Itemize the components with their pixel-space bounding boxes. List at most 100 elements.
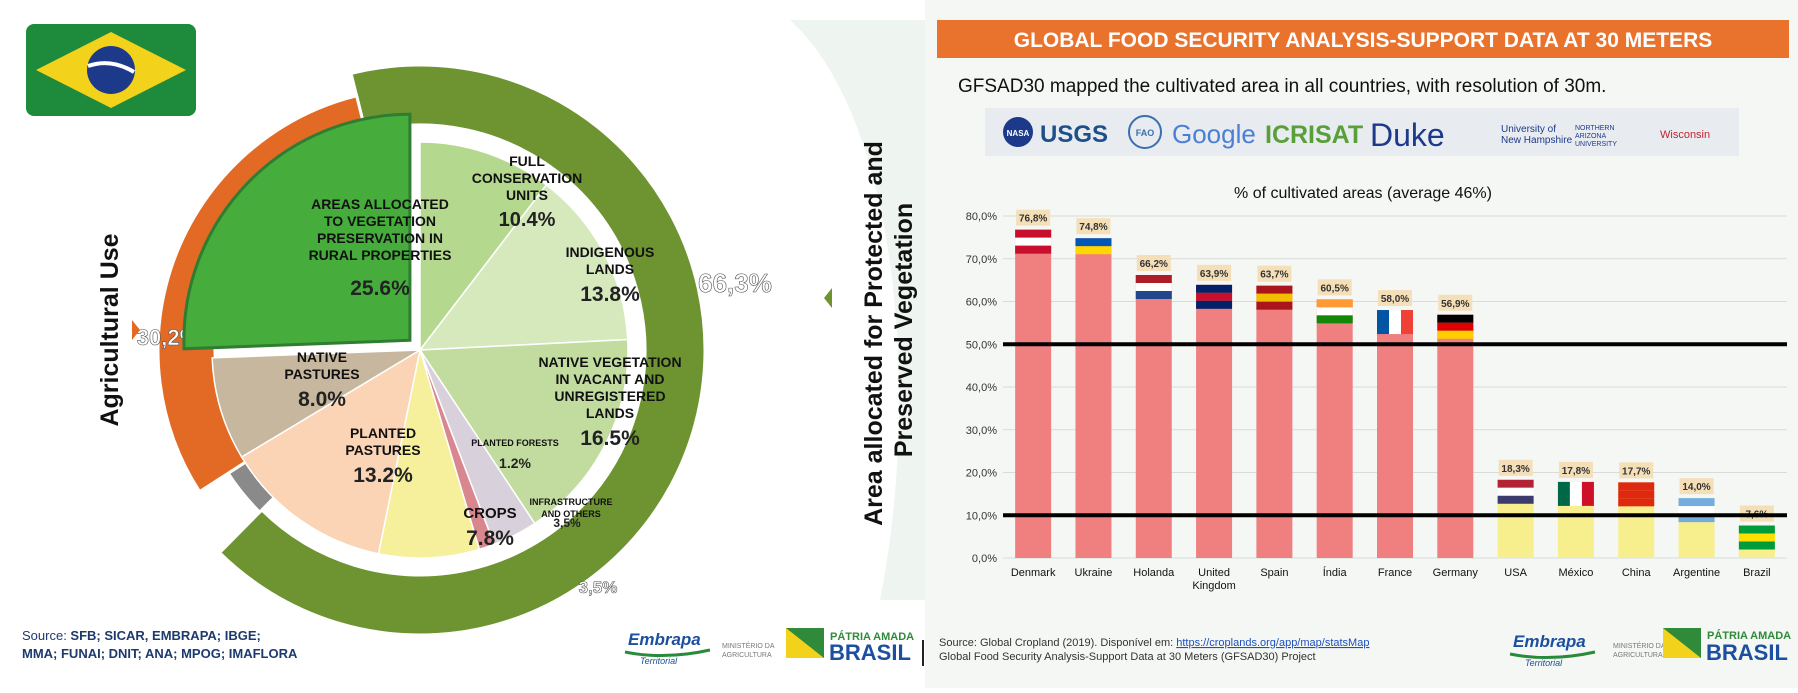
- partner-google: Google: [1172, 119, 1256, 149]
- pie-slice-native-vegetation-in-vacant-and-unregist: [418, 338, 629, 525]
- ministry-text: MINISTÉRIO DA AGRICULTURA: [722, 641, 775, 659]
- pie-slice-full-conservation-units: [419, 141, 548, 353]
- pie-label-name: INDIGENOUS LANDS: [566, 244, 655, 277]
- land-use-chart: 66,3%30,2%3,5% FULL CONSERVATION UNITS 10.4…: [22, 20, 925, 666]
- data-label-china: 17,7%: [1619, 462, 1654, 479]
- flag-holanda-icon: [1135, 274, 1172, 299]
- bar-germany: [1437, 314, 1474, 558]
- svg-text:76,8%: 76,8%: [1019, 214, 1047, 225]
- bar-denmark: [1015, 229, 1052, 558]
- arrow-left-icon: [132, 320, 140, 340]
- source-link[interactable]: https://croplands.org/app/map/statsMap: [1176, 637, 1369, 649]
- svg-text:63,9%: 63,9%: [1200, 269, 1228, 280]
- bar-spain: [1256, 285, 1293, 558]
- embrapa-text-right: Embrapa: [1513, 632, 1586, 651]
- patria-amada-brasil-logo: PÁTRIA AMADA BRASIL: [786, 628, 914, 665]
- x-tick-label: Denmark: [1011, 567, 1056, 579]
- pie-label-full-conservation-units: FULL CONSERVATION UNITS 10.4%: [472, 153, 582, 231]
- patria-text-right: PÁTRIA AMADA: [1707, 629, 1791, 642]
- svg-text:58,0%: 58,0%: [1381, 294, 1409, 305]
- partner-usgs: USGS: [1040, 121, 1108, 148]
- source-line-1: Source: SFB; SICAR, EMBRAPA; IBGE;: [22, 628, 261, 643]
- source-text-1: Source: Global Cropland (2019). Disponív…: [939, 637, 1369, 649]
- data-label-ukraine: 74,8%: [1076, 218, 1111, 235]
- pie-label-name: AREAS ALLOCATED TO VEGETATION PRESERVATION…: [309, 196, 452, 263]
- brazil-flag-icon: [26, 24, 196, 116]
- pie-label-value: 25.6%: [350, 277, 410, 300]
- pie-label-value: 7.8%: [466, 527, 514, 550]
- pie-label-value: 16.5%: [580, 427, 640, 450]
- pie-label-value: 3,5%: [553, 516, 581, 530]
- flag-argentine-icon: [1678, 498, 1715, 523]
- protected-vegetation-label-line2: Preserved Vegetation: [890, 203, 918, 457]
- outer-ring-label-66-3: 66,3%: [698, 268, 772, 298]
- partner-nasa: NASA: [1007, 129, 1030, 138]
- embrapa-logo-right: Embrapa Territorial: [1509, 632, 1596, 668]
- territorial-text: Territorial: [640, 656, 678, 666]
- axes: 0,0% 10,0% 20,0% 30,0% 40,0% 50,0% 60,0% 70,0% 8…: [966, 211, 1787, 592]
- y-tick-label: 70,0%: [966, 254, 997, 266]
- right-panel: GLOBAL FOOD SECURITY ANALYSIS-SUPPORT DA…: [925, 0, 1798, 688]
- outer-ring-green: [217, 63, 707, 637]
- flag-united-kingdom-icon: [1196, 284, 1233, 309]
- svg-text:17,8%: 17,8%: [1562, 466, 1590, 477]
- svg-text:14,0%: 14,0%: [1682, 482, 1710, 493]
- banner-title: GLOBAL FOOD SECURITY ANALYSIS-SUPPORT DA…: [1014, 29, 1713, 52]
- data-label-usa: 18,3%: [1498, 459, 1533, 476]
- partner-duke: Duke: [1370, 117, 1445, 153]
- pie-label-name: FULL CONSERVATION UNITS: [472, 153, 582, 203]
- subtitle: GFSAD30 mapped the cultivated area in al…: [958, 76, 1606, 97]
- source-text-2: Global Food Security Analysis-Support Da…: [939, 651, 1316, 663]
- x-tick-label: Brazil: [1743, 567, 1771, 579]
- ministry-text-right: MINISTÉRIO DA AGRICULTURA: [1613, 641, 1666, 659]
- pie-label-value: 8.0%: [298, 388, 346, 411]
- partner-fao: FAO: [1136, 128, 1155, 138]
- data-label-holanda: 66,2%: [1136, 254, 1171, 271]
- x-tick-label: France: [1378, 567, 1412, 579]
- bar-france: [1377, 310, 1413, 558]
- pie-label-crops: CROPS 7.8%: [463, 505, 516, 550]
- pie-label-native-vegetation-in-vacant-and-unregist: NATIVE VEGETATION IN VACANT AND UNREGISTER…: [538, 354, 681, 450]
- source-prefix-right: Source: Global Cropland (2019). Disponív…: [939, 637, 1176, 649]
- flag-ukraine-icon: [1075, 238, 1112, 255]
- y-tick-label: 60,0%: [966, 297, 997, 309]
- pie-label-name: NATIVE VEGETATION IN VACANT AND UNREGISTER…: [538, 354, 681, 421]
- protected-vegetation-label: Area allocated for Protected and Preserv…: [860, 134, 918, 526]
- flag-brazil-icon: [1738, 525, 1775, 550]
- y-tick-label: 50,0%: [966, 339, 997, 351]
- x-tick-label: Spain: [1260, 567, 1288, 579]
- x-tick-label: Ukraine: [1075, 567, 1113, 579]
- flag-ndia-icon: [1316, 299, 1353, 324]
- partner-wisconsin: Wisconsin: [1660, 129, 1710, 141]
- pie-label-name: PLANTED FORESTS: [471, 438, 559, 448]
- x-tick-label: Índia: [1323, 566, 1348, 579]
- pie-slice-areas-allocated-to-vegetation-preservati: [182, 112, 412, 351]
- svg-text:17,7%: 17,7%: [1622, 466, 1650, 477]
- pie-label-name: NATIVE PASTURES: [284, 349, 359, 382]
- flag-france-icon: [1377, 310, 1413, 335]
- flag-denmark-icon: [1015, 229, 1052, 254]
- y-tick-label: 0,0%: [972, 553, 997, 565]
- pie-labels: FULL CONSERVATION UNITS 10.4% INDIGENOUS LAND…: [284, 153, 681, 550]
- svg-text:18,3%: 18,3%: [1501, 464, 1529, 475]
- x-tick-label: México: [1559, 567, 1594, 579]
- source-agencies-1: SFB; SICAR, EMBRAPA; IBGE;: [70, 628, 260, 643]
- cultivated-area-chart: GLOBAL FOOD SECURITY ANALYSIS-SUPPORT DA…: [925, 0, 1798, 688]
- pie-label-value: 1.2%: [499, 455, 531, 471]
- brasil-text-right: BRASIL: [1706, 640, 1788, 665]
- arrow-right-icon: [824, 288, 832, 308]
- partner-icrisat: ICRISAT: [1265, 121, 1363, 149]
- pie-label-name: CROPS: [463, 505, 516, 522]
- patria-text: PÁTRIA AMADA: [830, 630, 914, 643]
- territorial-text-right: Territorial: [1525, 658, 1563, 668]
- flag-usa-icon: [1497, 479, 1534, 504]
- data-label-france: 58,0%: [1378, 290, 1412, 307]
- source-prefix: Source:: [22, 628, 70, 643]
- pie-label-areas-allocated-to-vegetation-preservati: AREAS ALLOCATED TO VEGETATION PRESERVATION…: [309, 196, 452, 300]
- outer-ring-label-3-5: 3,5%: [579, 578, 618, 597]
- patria-amada-brasil-logo-right: PÁTRIA AMADA BRASIL: [1663, 628, 1791, 665]
- flag-germany-icon: [1437, 314, 1474, 339]
- pie-label-name: INFRASTRUCTURE AND OTHERS: [530, 497, 613, 519]
- y-tick-label: 30,0%: [966, 425, 997, 437]
